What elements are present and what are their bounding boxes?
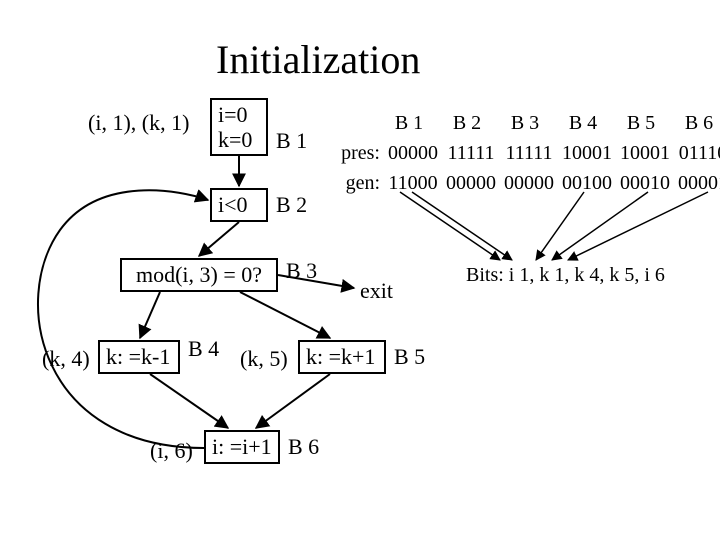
table-header-b6: B 6: [670, 108, 720, 138]
node-b1-line2: k=0: [218, 127, 260, 152]
table-header-b4: B 4: [554, 108, 612, 138]
node-b2-text: i<0: [218, 192, 260, 217]
node-b6-tag: B 6: [288, 434, 319, 460]
node-b2-tag: B 2: [276, 192, 307, 218]
bitvector-table: B 1 B 2 B 3 B 4 B 5 B 6 pres: 00000 1111…: [332, 108, 720, 198]
table-cell: 00001: [674, 168, 720, 198]
node-b5: k: =k+1: [298, 340, 386, 374]
table-cell: 10001: [616, 138, 674, 168]
table-cell: 00010: [616, 168, 674, 198]
table-cell: 11000: [384, 168, 442, 198]
exit-label: exit: [360, 278, 393, 304]
side-label-b4: (k, 4): [42, 346, 90, 372]
table-row-pres: pres: 00000 11111 11111 10001 10001 0111…: [332, 138, 720, 168]
table-cell: 00100: [558, 168, 616, 198]
table-cell: 11111: [500, 138, 558, 168]
node-b5-tag: B 5: [394, 344, 425, 370]
side-label-b5: (k, 5): [240, 346, 288, 372]
node-b5-text: k: =k+1: [306, 344, 378, 369]
node-b1-line1: i=0: [218, 102, 260, 127]
node-b6-text: i: =i+1: [212, 434, 272, 459]
node-b4: k: =k-1: [98, 340, 180, 374]
table-cell: 00000: [500, 168, 558, 198]
side-label-b1: (i, 1), (k, 1): [88, 110, 189, 136]
node-b3-tag: B 3: [286, 258, 317, 284]
node-b1-tag: B 1: [276, 128, 307, 154]
diagram-title: Initialization: [216, 36, 420, 83]
table-header-b3: B 3: [496, 108, 554, 138]
bits-legend: Bits: i 1, k 1, k 4, k 5, i 6: [466, 264, 665, 287]
node-b4-text: k: =k-1: [106, 344, 172, 369]
side-label-b6: (i, 6): [150, 438, 193, 464]
table-cell: 00000: [384, 138, 442, 168]
table-row-gen: gen: 11000 00000 00000 00100 00010 00001: [332, 168, 720, 198]
table-row-pres-label: pres:: [332, 138, 384, 168]
table-row-gen-label: gen:: [332, 168, 384, 198]
table-cell: 01110: [674, 138, 720, 168]
node-b2: i<0: [210, 188, 268, 222]
node-b3: mod(i, 3) = 0?: [120, 258, 278, 292]
node-b6: i: =i+1: [204, 430, 280, 464]
table-header-row: B 1 B 2 B 3 B 4 B 5 B 6: [332, 108, 720, 138]
node-b3-text: mod(i, 3) = 0?: [136, 262, 262, 287]
table-header-lead: [332, 108, 380, 138]
table-header-b2: B 2: [438, 108, 496, 138]
table-header-b5: B 5: [612, 108, 670, 138]
node-b4-tag: B 4: [188, 336, 219, 362]
table-cell: 10001: [558, 138, 616, 168]
table-header-b1: B 1: [380, 108, 438, 138]
node-b1: i=0 k=0: [210, 98, 268, 156]
table-cell: 11111: [442, 138, 500, 168]
table-cell: 00000: [442, 168, 500, 198]
